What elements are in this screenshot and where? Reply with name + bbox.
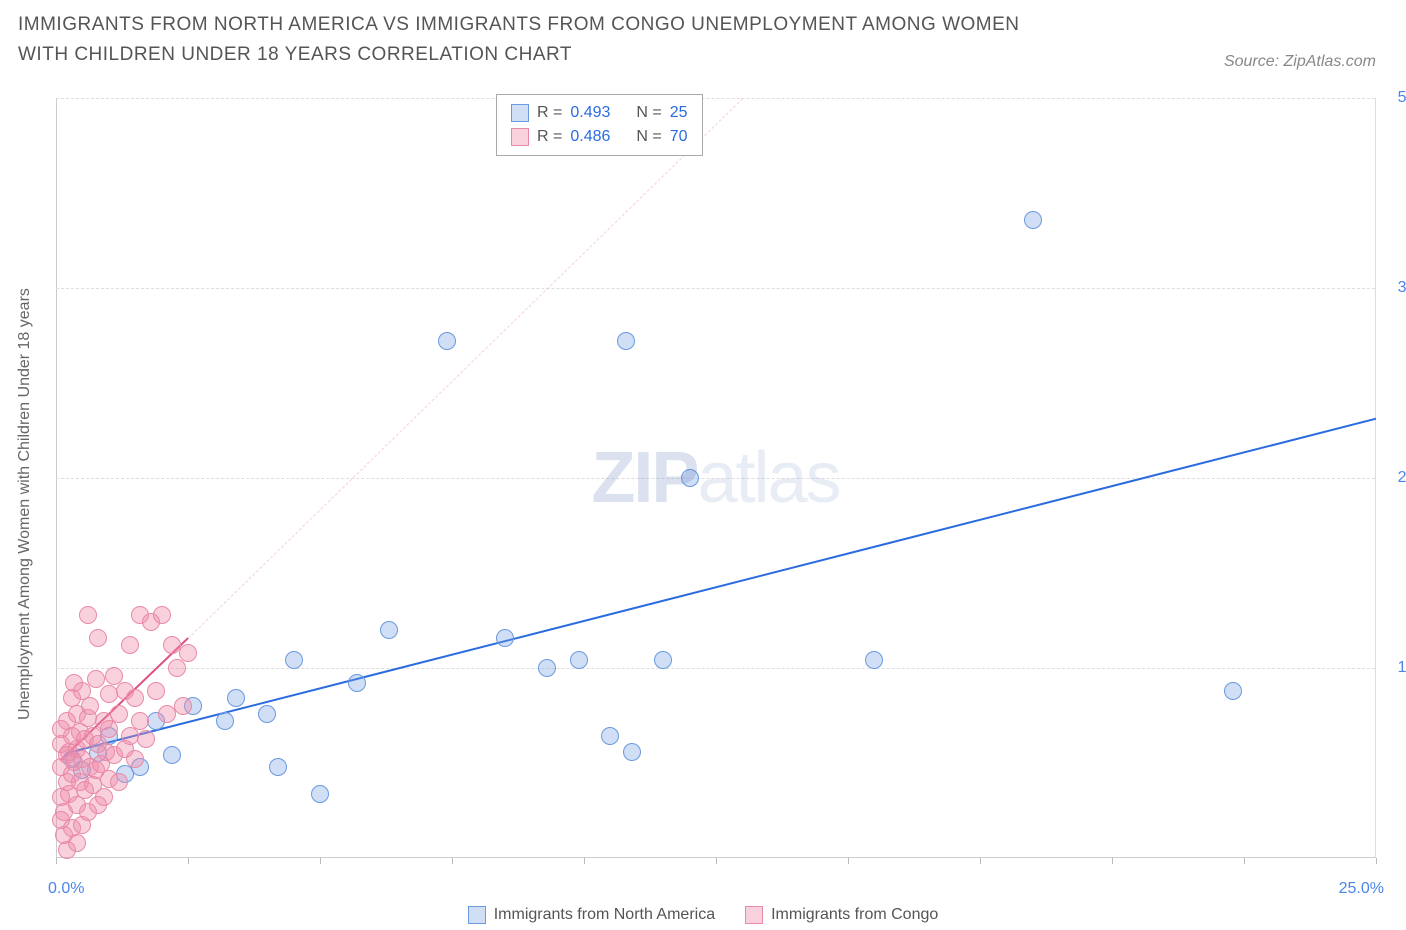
data-point <box>227 689 245 707</box>
data-point <box>153 606 171 624</box>
legend-n-label: N = <box>636 125 661 149</box>
data-point <box>168 659 186 677</box>
data-point <box>258 705 276 723</box>
y-axis-title: Unemployment Among Women with Children U… <box>16 288 34 720</box>
legend-n-label: N = <box>636 101 661 125</box>
legend-swatch <box>468 906 486 924</box>
data-point <box>496 629 514 647</box>
legend-r-label: R = <box>537 125 562 149</box>
x-tick <box>1244 858 1245 864</box>
chart-title: IMMIGRANTS FROM NORTH AMERICA VS IMMIGRA… <box>18 10 1068 71</box>
data-point <box>654 651 672 669</box>
data-point <box>79 606 97 624</box>
data-point <box>68 834 86 852</box>
data-point <box>538 659 556 677</box>
data-point <box>601 727 619 745</box>
data-point <box>110 705 128 723</box>
series-name: Immigrants from North America <box>494 906 715 924</box>
data-point <box>438 332 456 350</box>
data-point <box>126 689 144 707</box>
data-point <box>81 697 99 715</box>
chart-plot-area: 12.5%25.0%37.5%50.0% ZIPatlas R =0.493N … <box>56 98 1376 858</box>
legend-swatch <box>745 906 763 924</box>
data-point <box>311 785 329 803</box>
data-point <box>163 746 181 764</box>
data-point <box>179 644 197 662</box>
legend-r-value: 0.486 <box>570 125 610 149</box>
data-point <box>1224 682 1242 700</box>
x-min-label: 0.0% <box>48 880 84 898</box>
x-tick <box>980 858 981 864</box>
legend-r-value: 0.493 <box>570 101 610 125</box>
y-tick-label: 50.0% <box>1383 89 1406 107</box>
y-tick-label: 12.5% <box>1383 659 1406 677</box>
data-point <box>216 712 234 730</box>
gridline <box>56 98 1375 99</box>
x-tick <box>56 858 57 864</box>
data-point <box>865 651 883 669</box>
data-point <box>137 730 155 748</box>
series-legend-item: Immigrants from Congo <box>745 906 938 924</box>
x-tick <box>716 858 717 864</box>
data-point <box>1024 211 1042 229</box>
data-point <box>348 674 366 692</box>
y-tick-label: 37.5% <box>1383 279 1406 297</box>
series-legend: Immigrants from North America Immigrants … <box>0 906 1406 924</box>
trend-line <box>66 417 1376 753</box>
trend-line-extension <box>188 98 743 638</box>
gridline <box>56 288 1375 289</box>
x-tick <box>848 858 849 864</box>
data-point <box>617 332 635 350</box>
x-max-label: 25.0% <box>1339 880 1384 898</box>
legend-swatch <box>511 128 529 146</box>
series-name: Immigrants from Congo <box>771 906 938 924</box>
x-tick <box>584 858 585 864</box>
x-tick <box>1112 858 1113 864</box>
gridline <box>56 478 1375 479</box>
data-point <box>110 773 128 791</box>
source-label: Source: ZipAtlas.com <box>1224 53 1376 71</box>
data-point <box>380 621 398 639</box>
legend-swatch <box>511 104 529 122</box>
data-point <box>681 469 699 487</box>
data-point <box>95 788 113 806</box>
legend-r-label: R = <box>537 101 562 125</box>
data-point <box>131 712 149 730</box>
legend-row: R = 0.486 N = 70 <box>511 125 688 149</box>
gridline <box>56 668 1375 669</box>
x-tick <box>1376 858 1377 864</box>
data-point <box>87 670 105 688</box>
x-tick <box>452 858 453 864</box>
data-point <box>147 682 165 700</box>
legend-n-value: 70 <box>670 125 688 149</box>
data-point <box>570 651 588 669</box>
x-tick <box>320 858 321 864</box>
series-legend-item: Immigrants from North America <box>468 906 715 924</box>
x-tick <box>188 858 189 864</box>
data-point <box>126 750 144 768</box>
data-point <box>174 697 192 715</box>
legend-row: R = 0.493 N = 25 <box>511 101 688 125</box>
data-point <box>269 758 287 776</box>
data-point <box>623 743 641 761</box>
data-point <box>89 629 107 647</box>
data-point <box>100 720 118 738</box>
data-point <box>285 651 303 669</box>
legend-n-value: 25 <box>670 101 688 125</box>
correlation-legend: R = 0.493 N = 25 R = 0.486 N = 70 <box>496 94 703 156</box>
data-point <box>121 636 139 654</box>
y-tick-label: 25.0% <box>1383 469 1406 487</box>
